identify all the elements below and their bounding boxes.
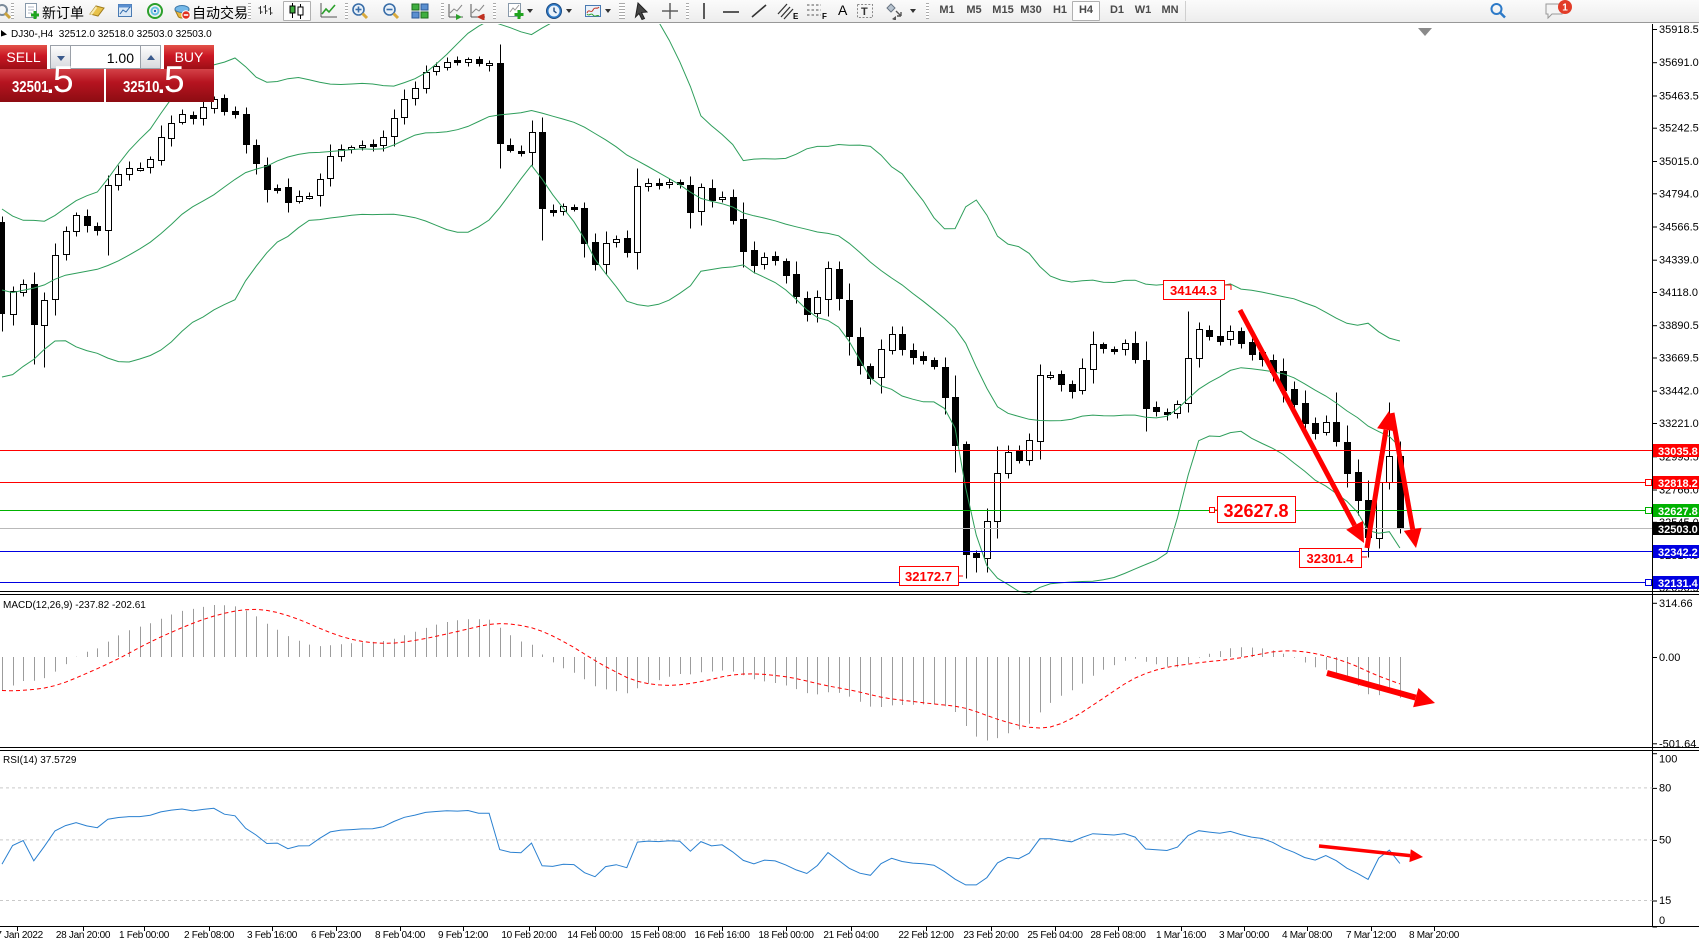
svg-text:3 Mar 00:00: 3 Mar 00:00 [1219,930,1270,941]
svg-text:35015.0: 35015.0 [1659,156,1699,168]
svg-text:33221.0: 33221.0 [1659,418,1699,430]
svg-text:15 Feb 08:00: 15 Feb 08:00 [630,930,686,941]
svg-text:14 Feb 00:00: 14 Feb 00:00 [567,930,623,941]
svg-text:28 Jan 20:00: 28 Jan 20:00 [56,930,111,941]
svg-text:10 Feb 20:00: 10 Feb 20:00 [501,930,557,941]
svg-text:35918.5: 35918.5 [1659,24,1699,36]
svg-text:0.00: 0.00 [1659,652,1680,664]
svg-text:-501.64: -501.64 [1659,738,1696,750]
svg-text:1 Mar 16:00: 1 Mar 16:00 [1156,930,1207,941]
svg-text:314.66: 314.66 [1659,598,1693,610]
svg-text:22 Feb 12:00: 22 Feb 12:00 [898,930,954,941]
svg-text:32342.2: 32342.2 [1658,547,1698,559]
svg-text:21 Feb 04:00: 21 Feb 04:00 [823,930,879,941]
svg-text:28 Feb 08:00: 28 Feb 08:00 [1090,930,1146,941]
svg-text:25 Feb 04:00: 25 Feb 04:00 [1027,930,1083,941]
svg-text:8 Feb 04:00: 8 Feb 04:00 [375,930,426,941]
svg-text:6 Feb 23:00: 6 Feb 23:00 [311,930,362,941]
svg-text:1 Feb 00:00: 1 Feb 00:00 [119,930,170,941]
svg-text:34566.5: 34566.5 [1659,222,1699,234]
svg-text:7 Mar 12:00: 7 Mar 12:00 [1346,930,1397,941]
svg-text:E: E [793,12,799,20]
svg-text:32627.8: 32627.8 [1223,501,1288,521]
svg-text:MACD(12,26,9) -237.82 -202.61: MACD(12,26,9) -237.82 -202.61 [3,600,146,611]
svg-text:34118.0: 34118.0 [1659,287,1698,299]
svg-text:32503.0: 32503.0 [1658,524,1698,536]
svg-text:32627.8: 32627.8 [1658,506,1698,518]
svg-text:15: 15 [1659,895,1671,907]
svg-text:1: 1 [1562,3,1568,14]
svg-text:32301.4: 32301.4 [1307,551,1355,566]
svg-text:50: 50 [1659,834,1671,846]
svg-text:T: T [861,6,868,18]
svg-text:23 Feb 20:00: 23 Feb 20:00 [963,930,1019,941]
svg-text:32818.2: 32818.2 [1658,478,1698,490]
svg-text:35463.5: 35463.5 [1659,91,1699,103]
svg-text:32131.4: 32131.4 [1658,578,1699,590]
svg-text:34339.0: 34339.0 [1659,255,1699,267]
svg-text:32172.7: 32172.7 [905,569,952,584]
svg-text:33669.5: 33669.5 [1659,353,1699,365]
svg-text:9 Feb 12:00: 9 Feb 12:00 [438,930,489,941]
svg-text:34794.0: 34794.0 [1659,188,1699,200]
svg-text:35242.5: 35242.5 [1659,123,1699,135]
svg-text:34144.3: 34144.3 [1170,283,1217,298]
svg-text:RSI(14) 37.5729: RSI(14) 37.5729 [3,755,77,766]
svg-text:33035.8: 33035.8 [1658,446,1698,458]
svg-text:2 Feb 08:00: 2 Feb 08:00 [184,930,235,941]
svg-text:F: F [822,12,827,20]
svg-text:DJ30-,H4 32512.0 32518.0 3250: DJ30-,H4 32512.0 32518.0 32503.0 32503.0 [11,29,212,40]
svg-text:33890.5: 33890.5 [1659,320,1699,332]
svg-text:8 Mar 20:00: 8 Mar 20:00 [1409,930,1460,941]
svg-text:18 Feb 00:00: 18 Feb 00:00 [758,930,814,941]
svg-text:3 Feb 16:00: 3 Feb 16:00 [247,930,298,941]
svg-text:0: 0 [1659,915,1665,927]
svg-text:35691.0: 35691.0 [1659,57,1699,69]
svg-text:100: 100 [1659,754,1677,766]
svg-text:16 Feb 16:00: 16 Feb 16:00 [694,930,750,941]
svg-text:4 Mar 08:00: 4 Mar 08:00 [1282,930,1333,941]
svg-text:33442.0: 33442.0 [1659,386,1699,398]
svg-text:80: 80 [1659,782,1671,794]
svg-text:27 Jan 2022: 27 Jan 2022 [0,930,44,941]
